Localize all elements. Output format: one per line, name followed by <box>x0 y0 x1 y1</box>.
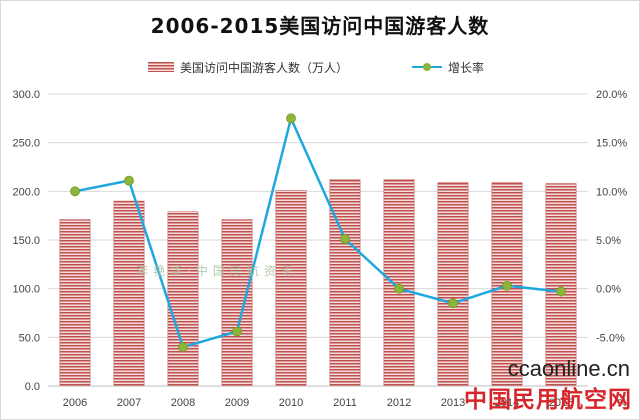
left-axis-tick-label: 100.0 <box>12 284 40 296</box>
left-axis-tick-label: 0.0 <box>25 381 40 393</box>
legend-item-growth: 增长率 <box>412 58 484 76</box>
right-axis-tick-label: -5.0% <box>596 332 625 344</box>
bar <box>545 183 577 387</box>
growth-point <box>394 283 404 294</box>
legend-bar-swatch <box>148 62 174 72</box>
right-axis-tick-label: 5.0% <box>596 235 621 247</box>
right-axis-tick-label: 0.0% <box>596 284 621 296</box>
bar <box>113 200 145 387</box>
left-axis-tick-label: 50.0 <box>19 332 40 344</box>
x-axis-tick-label: 2007 <box>117 397 141 409</box>
chart-title: 2006-2015美国访问中国游客人数 <box>150 14 490 38</box>
bar <box>59 219 91 387</box>
x-axis-tick-label: 2013 <box>441 397 465 409</box>
left-axis-tick-label: 150.0 <box>12 235 40 247</box>
growth-point <box>232 326 242 337</box>
axes: 0.0 50.0 100.0 150.0 200.0 250.0 300.0 -5.0% 0.0… <box>12 89 627 409</box>
x-axis-tick-label: 2015 <box>549 397 573 409</box>
x-axis-tick-label: 2011 <box>333 397 357 409</box>
right-axis-tick-label: 20.0% <box>596 89 627 101</box>
bar <box>167 211 199 387</box>
legend-item-visitors: 美国访问中国游客人数（万人） <box>148 58 348 76</box>
x-axis-tick-label: 2006 <box>63 397 87 409</box>
left-axis-tick-label: 200.0 <box>12 186 40 198</box>
growth-point <box>70 186 80 197</box>
bar <box>383 179 415 387</box>
growth-point <box>340 234 350 244</box>
right-axis-bottom-tick: % <box>618 398 627 409</box>
bar <box>275 190 307 387</box>
growth-point <box>124 175 134 186</box>
growth-point <box>448 298 458 309</box>
legend-label-visitors: 美国访问中国游客人数（万人） <box>180 60 349 75</box>
bar <box>437 182 469 387</box>
right-axis-tick-label: 10.0% <box>596 186 627 198</box>
growth-point <box>178 342 188 352</box>
growth-point <box>286 113 296 124</box>
chart-legend: 美国访问中国游客人数（万人） 增长率 <box>0 58 640 76</box>
watermark-text: 李艳华·中国民航资讯 <box>136 264 298 278</box>
growth-point <box>556 286 566 297</box>
bar <box>221 219 253 387</box>
bar-series <box>59 179 577 387</box>
legend-line-swatch <box>412 62 442 72</box>
growth-point <box>502 280 512 291</box>
x-axis-tick-label: 2009 <box>225 397 249 409</box>
growth-line-series <box>70 113 566 352</box>
growth-line <box>74 117 562 349</box>
bar <box>329 179 361 387</box>
x-axis-tick-label: 2012 <box>387 397 411 409</box>
left-axis-tick-label: 300.0 <box>12 89 40 101</box>
x-axis-tick-label: 2014 <box>495 397 519 409</box>
site-url-logo[interactable]: ccaonline.cn <box>507 356 630 381</box>
x-axis-tick-label: 2008 <box>171 397 195 409</box>
site-name-logo[interactable]: 中国民用航空网 <box>464 387 632 413</box>
legend-label-growth: 增长率 <box>448 60 485 75</box>
left-axis-tick-label: 250.0 <box>12 138 40 150</box>
right-axis-tick-label: 15.0% <box>596 138 627 150</box>
x-axis-tick-label: 2010 <box>279 397 303 409</box>
